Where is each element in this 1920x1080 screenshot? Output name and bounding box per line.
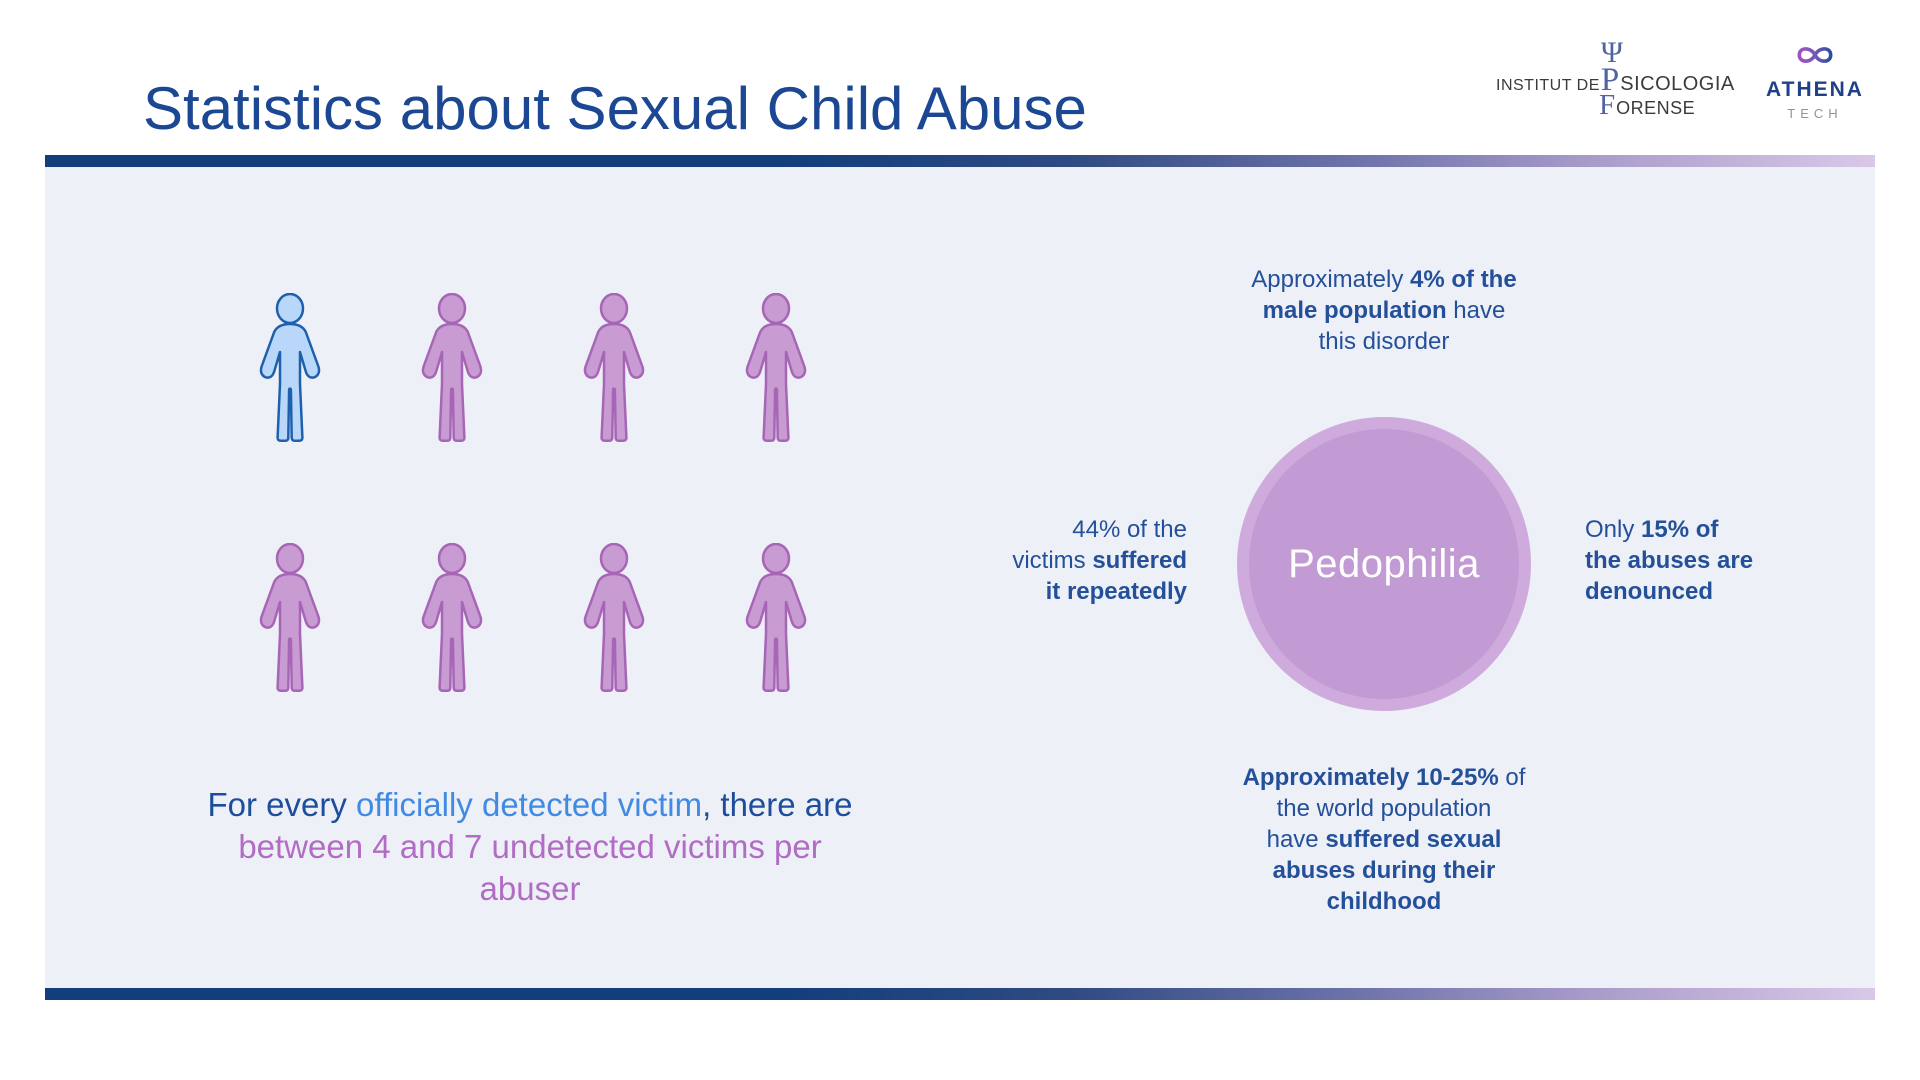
pictogram-grid [251, 293, 815, 693]
text-line: male population have [1262, 297, 1506, 324]
person-icon [259, 543, 321, 693]
infinity-icon [1797, 47, 1833, 63]
ipf-prefix-text: INSTITUT DE [1496, 77, 1600, 94]
ipf-logo: Ψ INSTITUT DE P SICOLOGIA F ORENSE [1496, 38, 1734, 121]
pedophilia-bubble-inner: Pedophilia [1249, 429, 1519, 699]
person-icon [745, 293, 807, 443]
text-line: it repeatedly [1045, 578, 1187, 605]
page-title: Statistics about Sexual Child Abuse [143, 75, 1087, 143]
bubble-label: Pedophilia [1288, 541, 1480, 586]
text-line: this disorder [1318, 328, 1450, 355]
stat-bottom: Approximately 10-25% of the world populat… [1234, 762, 1534, 917]
pictogram-row [251, 293, 815, 443]
athena-sub: TECH [1787, 106, 1843, 121]
text-line: Approximately 10-25% of [1242, 764, 1526, 791]
top-divider-bar [45, 155, 1875, 167]
text-line: childhood [1326, 888, 1442, 915]
ipf-p-initial: P [1600, 62, 1620, 98]
ipf-logo-line2: F ORENSE [1599, 89, 1726, 121]
text-line: 44% of the [1072, 516, 1187, 543]
stat-right: Only 15% of the abuses are denounced [1585, 514, 1795, 607]
bottom-divider-bar [45, 988, 1875, 1000]
pictogram-caption: For every officially detected victim, th… [150, 784, 910, 910]
ipf-logo-line1: INSTITUT DE P SICOLOGIA [1496, 62, 1734, 98]
text-line: between 4 and 7 undetected victims per [238, 828, 822, 865]
person-icon [583, 293, 645, 443]
ipf-forense-text: ORENSE [1616, 98, 1696, 118]
person-icon [583, 543, 645, 693]
ipf-f-initial: F [1599, 89, 1616, 121]
psi-icon: Ψ [1600, 36, 1624, 69]
text-line: abuser [479, 870, 581, 907]
text-line: Approximately 4% of the [1251, 266, 1517, 293]
text-line: For every officially detected victim, th… [207, 786, 853, 823]
text-line: Only 15% of [1585, 516, 1719, 543]
text-line: abuses during their [1272, 857, 1496, 884]
stat-left: 44% of the victims suffered it repeatedly [997, 514, 1187, 607]
content-panel [45, 167, 1875, 988]
athena-name: ATHENA [1766, 78, 1864, 101]
person-icon [745, 543, 807, 693]
ipf-psicologia-text: SICOLOGIA [1620, 73, 1735, 95]
text-line: the abuses are [1585, 547, 1754, 574]
pictogram-row [251, 543, 815, 693]
person-icon [421, 543, 483, 693]
text-line: have suffered sexual [1266, 826, 1502, 853]
person-icon-highlighted [259, 293, 321, 443]
text-line: the world population [1276, 795, 1492, 822]
person-icon [421, 293, 483, 443]
text-line: victims suffered [1012, 547, 1187, 574]
stat-top: Approximately 4% of the male population h… [1234, 264, 1534, 357]
athena-logo: ATHENA TECH [1756, 38, 1874, 121]
text-line: denounced [1585, 578, 1714, 605]
pedophilia-bubble: Pedophilia [1237, 417, 1531, 711]
